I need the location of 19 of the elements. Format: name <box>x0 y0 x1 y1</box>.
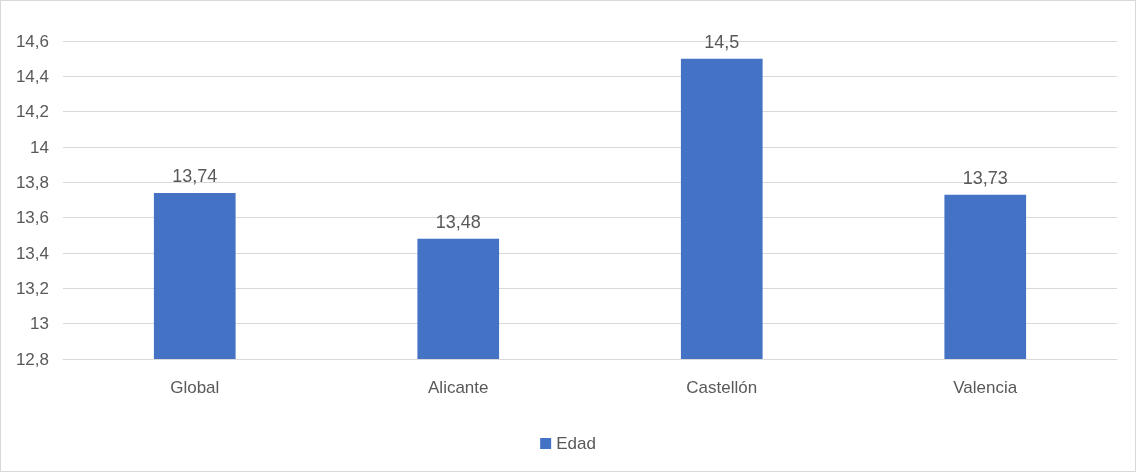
legend-label: Edad <box>556 434 596 453</box>
y-tick-label: 14,4 <box>15 66 49 86</box>
y-tick-label: 13,8 <box>15 172 49 192</box>
data-label: 13,48 <box>435 211 481 232</box>
y-tick-label: 13 <box>30 314 49 334</box>
y-tick-label: 14,2 <box>15 102 49 122</box>
y-tick-label: 13,4 <box>15 243 49 263</box>
x-tick-label: Castellón <box>686 378 758 397</box>
y-tick-label: 14,6 <box>15 31 49 51</box>
x-tick-label: Alicante <box>428 378 489 397</box>
x-tick-label: Valencia <box>953 378 1018 397</box>
y-tick-label: 12,8 <box>15 349 49 369</box>
data-label: 13,73 <box>962 167 1008 188</box>
data-label: 13,74 <box>172 165 218 186</box>
x-tick-label: Global <box>170 378 220 397</box>
data-label: 14,5 <box>704 31 740 52</box>
y-tick-label: 14 <box>30 137 49 157</box>
y-tick-label: 13,2 <box>15 278 49 298</box>
y-tick-label: 13,6 <box>15 208 49 228</box>
